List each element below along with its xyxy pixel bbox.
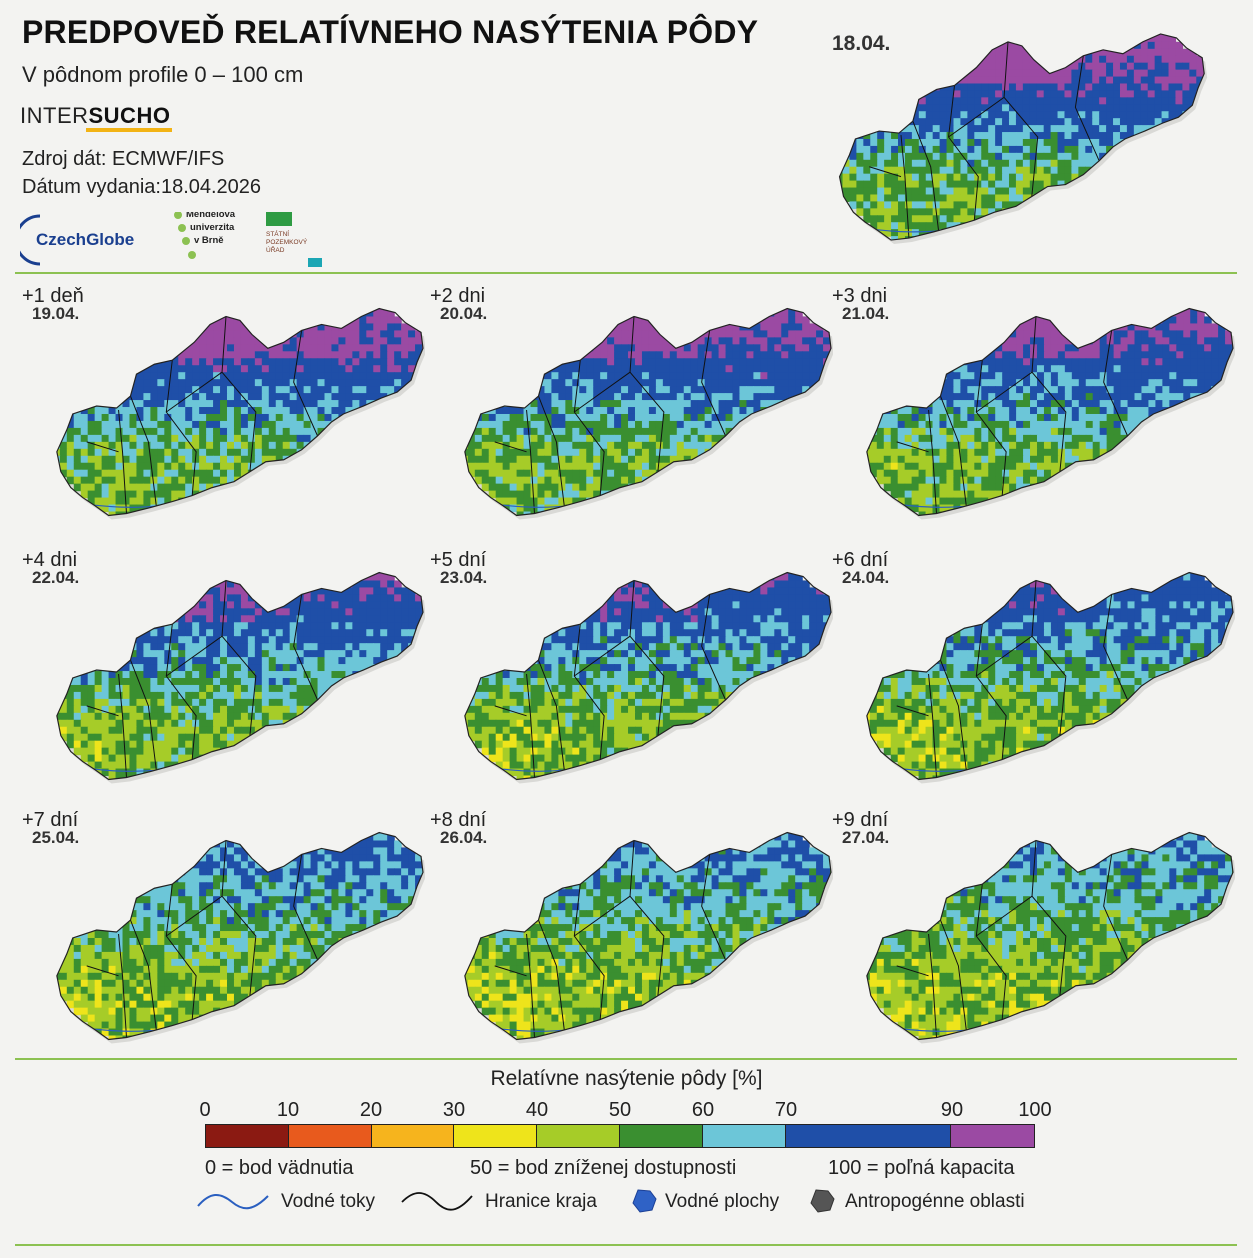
- legend-bin: [951, 1125, 1034, 1147]
- legend-color-bar: [205, 1124, 1035, 1148]
- forecast-label: +9 dní: [832, 809, 889, 831]
- forecast-label: +5 dní: [430, 549, 487, 571]
- legend-bin: [371, 1125, 455, 1147]
- note-field-capacity: 100 = poľná kapacita: [828, 1157, 1015, 1179]
- mendel-line-1: Mendelova: [186, 212, 236, 220]
- forecast-soil-saturation-map: [27, 825, 426, 1047]
- page-subtitle: V pôdnom profile 0 – 100 cm: [22, 62, 304, 87]
- spu-line-3: ÚŘAD: [266, 245, 285, 254]
- data-source: Zdroj dát: ECMWF/IFS: [22, 148, 225, 170]
- legend-tick: 90: [940, 1099, 964, 1121]
- forecast-soil-saturation-map: [435, 825, 834, 1047]
- brand-part-b: SUCHO: [88, 103, 171, 128]
- issue-date: Dátum vydania:18.04.2026: [22, 176, 262, 198]
- forecast-soil-saturation-map: [27, 301, 426, 523]
- brand-underline: [86, 128, 172, 132]
- divider-legend: [15, 1058, 1237, 1060]
- mendel-logo: Mendelova univerzita v Brně: [174, 212, 236, 259]
- forecast-label: +1 deň: [22, 285, 84, 307]
- water-bodies-symbol: [632, 1189, 657, 1213]
- main-map-date: 18.04.: [832, 32, 891, 55]
- forecast-date: 20.04.: [440, 304, 488, 323]
- legend-tick: 70: [774, 1099, 798, 1121]
- mendel-line-3: v Brně: [194, 235, 224, 246]
- legend-borders-label: Hranice kraja: [485, 1191, 597, 1212]
- legend-tick: 50: [608, 1099, 632, 1121]
- spu-logo: STÁTNÍ POZEMKOVÝ ÚŘAD: [266, 212, 322, 267]
- legend-tick: 60: [691, 1099, 715, 1121]
- forecast-date: 26.04.: [440, 828, 488, 847]
- divider-bottom: [15, 1244, 1237, 1246]
- legend-bin: [619, 1125, 703, 1147]
- forecast-soil-saturation-map: [837, 825, 1236, 1047]
- borders-symbol: [401, 1192, 473, 1211]
- forecast-soil-saturation-map: [435, 301, 834, 523]
- note-wilting-point: 0 = bod vädnutia: [205, 1157, 354, 1179]
- forecast-label: +4 dni: [22, 549, 78, 571]
- page-title: PREDPOVEĎ RELATÍVNEHO NASÝTENIA PÔDY: [22, 14, 759, 50]
- forecast-soil-saturation-map: [435, 565, 834, 787]
- forecast-label: +2 dni: [430, 285, 486, 307]
- czechglobe-text: CzechGlobe: [36, 230, 134, 249]
- forecast-label: +3 dni: [832, 285, 888, 307]
- note-reduced-availability: 50 = bod zníženej dostupnosti: [470, 1157, 737, 1179]
- legend-bin: [785, 1125, 952, 1147]
- legend-tick: 0: [199, 1099, 211, 1121]
- main-soil-saturation-map: [808, 28, 1208, 246]
- forecast-label: +7 dní: [22, 809, 79, 831]
- forecast-soil-saturation-map: [837, 565, 1236, 787]
- forecast-date: 19.04.: [32, 304, 80, 323]
- divider-top: [15, 272, 1237, 274]
- legend-bin: [206, 1125, 289, 1147]
- brand-part-a: INTER: [20, 103, 89, 128]
- legend-urban-label: Antropogénne oblasti: [845, 1191, 1025, 1212]
- forecast-date: 24.04.: [842, 568, 890, 587]
- forecast-date: 23.04.: [440, 568, 488, 587]
- legend-tick: 40: [525, 1099, 549, 1121]
- forecast-date: 25.04.: [32, 828, 80, 847]
- spu-line-1: STÁTNÍ: [266, 229, 289, 238]
- legend-rivers-label: Vodné toky: [281, 1191, 376, 1212]
- rivers-symbol: [197, 1194, 269, 1210]
- legend-water-label: Vodné plochy: [665, 1191, 780, 1212]
- legend-bin: [288, 1125, 372, 1147]
- legend-bin: [537, 1125, 620, 1147]
- forecast-label: +6 dní: [832, 549, 889, 571]
- legend-bin: [702, 1125, 786, 1147]
- legend-bin: [454, 1125, 538, 1147]
- forecast-date: 22.04.: [32, 568, 80, 587]
- legend-tick: 20: [359, 1099, 383, 1121]
- legend-tick: 100: [1018, 1099, 1052, 1121]
- forecast-label: +8 dní: [430, 809, 487, 831]
- urban-areas-symbol: [810, 1189, 835, 1213]
- intersucho-logo: INTERSUCHO: [20, 103, 170, 129]
- forecast-date: 21.04.: [842, 304, 890, 323]
- forecast-soil-saturation-map: [27, 565, 426, 787]
- legend-title: Relatívne nasýtenie pôdy [%]: [490, 1067, 763, 1090]
- mendel-line-2: univerzita: [190, 222, 235, 233]
- forecast-date: 27.04.: [842, 828, 890, 847]
- legend-tick: 30: [442, 1099, 466, 1121]
- partner-logos: CzechGlobe Mendelova univerzita v Brně S…: [20, 212, 322, 267]
- forecast-soil-saturation-map: [837, 301, 1236, 523]
- spu-line-2: POZEMKOVÝ: [266, 237, 308, 246]
- legend-tick: 10: [276, 1099, 300, 1121]
- czechglobe-logo: CzechGlobe: [20, 214, 134, 266]
